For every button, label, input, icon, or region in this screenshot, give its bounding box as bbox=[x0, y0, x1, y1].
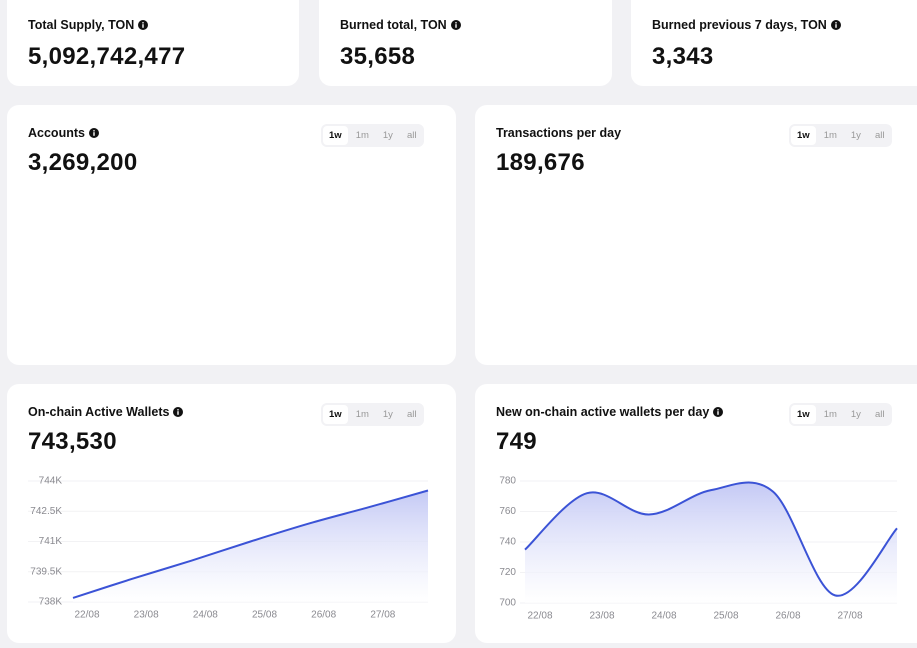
info-icon bbox=[713, 407, 724, 417]
label-text: Burned total, TON bbox=[340, 18, 447, 32]
label-text: New on-chain active wallets per day bbox=[496, 405, 710, 419]
range-button[interactable]: 1y bbox=[850, 409, 861, 420]
card-label: Accounts bbox=[28, 126, 99, 140]
range-button[interactable]: all bbox=[406, 409, 417, 420]
range-button[interactable]: 1y bbox=[382, 130, 393, 141]
info-icon bbox=[450, 20, 461, 30]
range-button[interactable]: 1m bbox=[823, 409, 837, 420]
range-button[interactable]: 1m bbox=[355, 409, 369, 420]
range-button[interactable]: 1w bbox=[323, 405, 348, 424]
range-selector: 1w 1m 1y all bbox=[321, 403, 425, 426]
range-button[interactable]: all bbox=[874, 409, 885, 420]
stat-card: Burned total, TON 35,658 bbox=[319, 0, 612, 86]
stat-card: Total Supply, TON 5,092,742,477 bbox=[7, 0, 299, 86]
card-label: New on-chain active wallets per day bbox=[496, 405, 724, 419]
panel-value: 743,530 bbox=[28, 428, 117, 455]
label-text: Accounts bbox=[28, 126, 85, 140]
card-label: On-chain Active Wallets bbox=[28, 405, 184, 419]
label-text: Total Supply, TON bbox=[28, 18, 135, 32]
chart-panel: On-chain Active Wallets 743,530 1w 1m 1y all bbox=[7, 384, 456, 643]
range-button[interactable]: 1w bbox=[791, 405, 816, 424]
panel-value: 749 bbox=[496, 428, 537, 455]
stat-value: 3,343 bbox=[652, 43, 714, 70]
card-label: Total Supply, TON bbox=[28, 18, 149, 32]
stat-card: Burned previous 7 days, TON 3,343 bbox=[631, 0, 917, 86]
range-selector: 1w 1m 1y all bbox=[321, 124, 425, 147]
label-text: Burned previous 7 days, TON bbox=[652, 18, 827, 32]
label-text: On-chain Active Wallets bbox=[28, 405, 170, 419]
range-button[interactable]: 1y bbox=[382, 409, 393, 420]
info-icon bbox=[88, 128, 99, 138]
chart-panel: New on-chain active wallets per day 749 1w… bbox=[475, 384, 917, 643]
stat-value: 5,092,742,477 bbox=[28, 43, 186, 70]
range-button[interactable]: 1m bbox=[355, 130, 369, 141]
info-icon bbox=[830, 20, 841, 30]
card-label: Transactions per day bbox=[496, 126, 621, 140]
range-button[interactable]: 1w bbox=[791, 126, 816, 145]
info-icon bbox=[138, 20, 149, 30]
range-selector: 1w 1m 1y all bbox=[789, 124, 893, 147]
card-label: Burned previous 7 days, TON bbox=[652, 18, 841, 32]
range-button[interactable]: all bbox=[874, 130, 885, 141]
chart-panel: Transactions per day 189,676 1w 1m 1y all bbox=[475, 105, 917, 365]
range-button[interactable]: all bbox=[406, 130, 417, 141]
stat-value: 35,658 bbox=[340, 43, 416, 70]
range-selector: 1w 1m 1y all bbox=[789, 403, 893, 426]
info-icon bbox=[173, 407, 184, 417]
label-text: Transactions per day bbox=[496, 126, 622, 140]
panel-value: 189,676 bbox=[496, 149, 585, 176]
range-button[interactable]: 1m bbox=[823, 130, 837, 141]
card-label: Burned total, TON bbox=[340, 18, 461, 32]
range-button[interactable]: 1w bbox=[323, 126, 348, 145]
range-button[interactable]: 1y bbox=[850, 130, 861, 141]
panel-value: 3,269,200 bbox=[28, 149, 138, 176]
chart-panel: Accounts 3,269,200 1w 1m 1y all bbox=[7, 105, 456, 365]
